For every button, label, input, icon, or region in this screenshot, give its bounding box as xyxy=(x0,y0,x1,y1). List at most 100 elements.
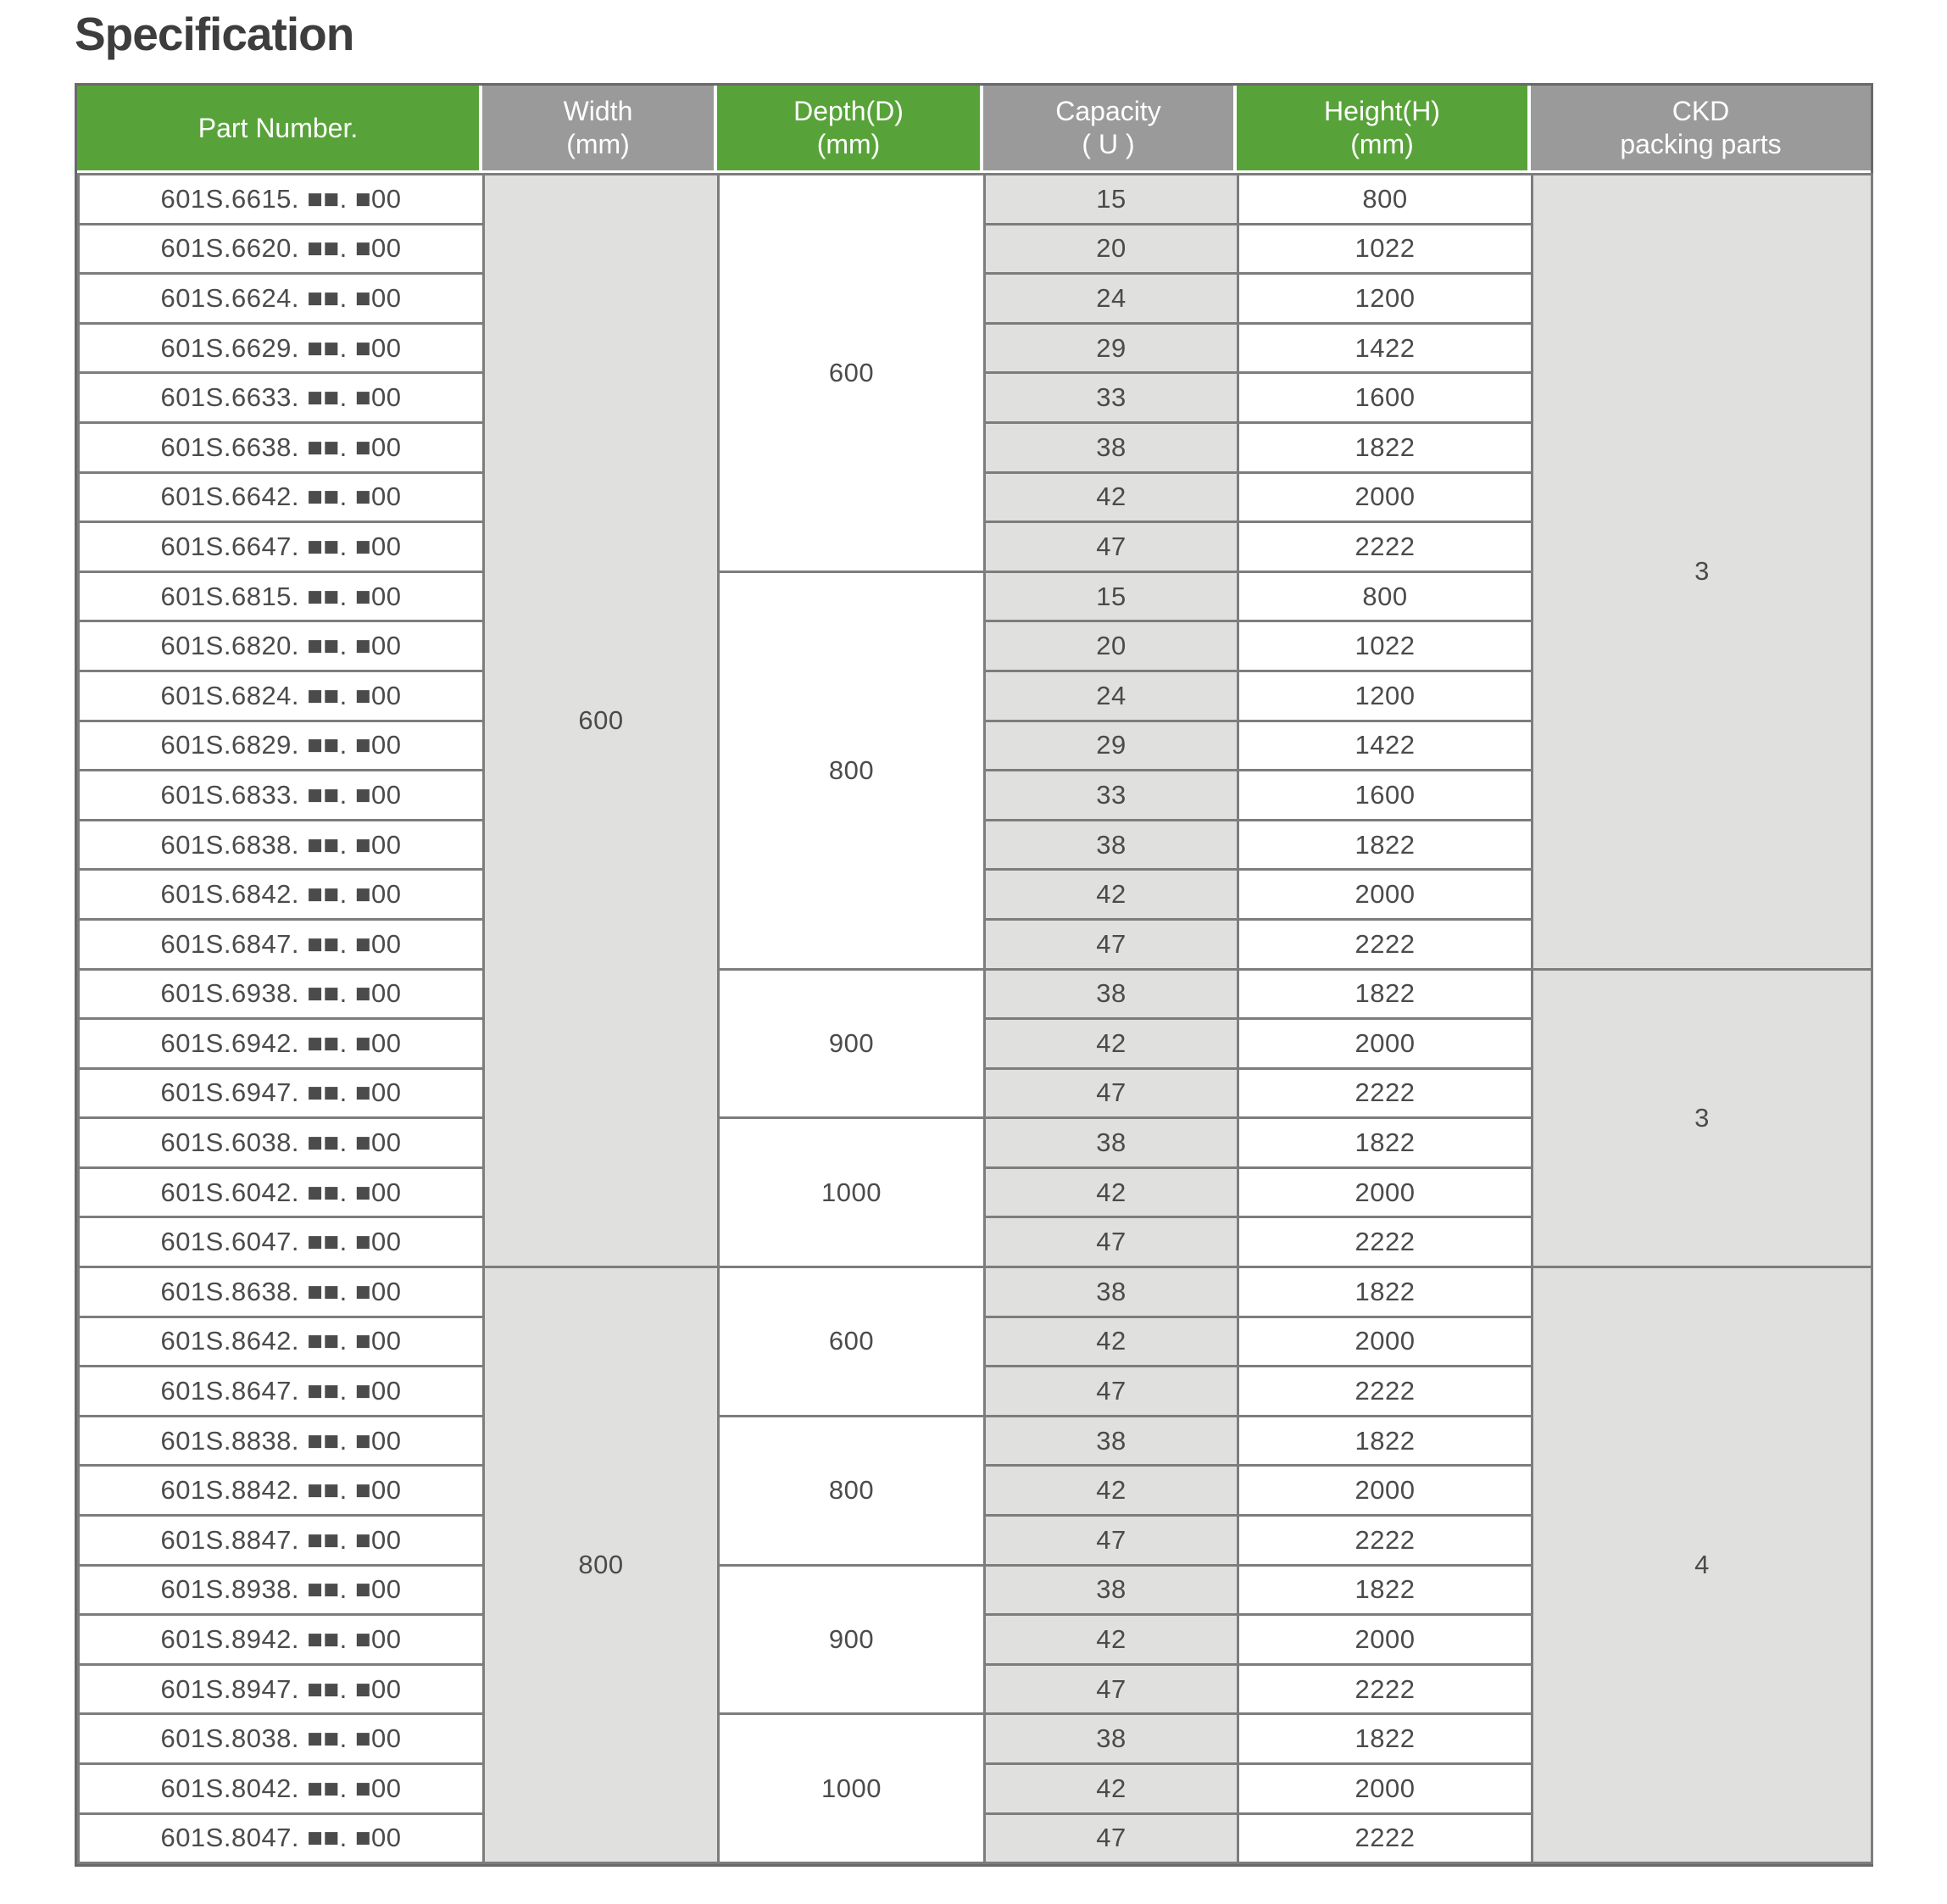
cell-ckd: 4 xyxy=(1531,1266,1873,1865)
cell-part-number: 601S.6942. ■■. ■00 xyxy=(77,1017,485,1070)
table-row: 601S.6824. ■■. ■00 24 1200 xyxy=(77,669,1872,722)
cell-height: 2222 xyxy=(1237,521,1533,573)
cell-part-number: 601S.8047. ■■. ■00 xyxy=(77,1812,485,1865)
cell-part-number: 601S.6624. ■■. ■00 xyxy=(77,272,485,325)
cell-height: 2222 xyxy=(1237,1365,1533,1417)
cell-capacity: 42 xyxy=(983,1762,1239,1815)
cell-capacity: 15 xyxy=(983,570,1239,623)
table-row: 601S.6638. ■■. ■00 38 1822 xyxy=(77,420,1872,474)
table-row: 601S.6647. ■■. ■00 47 2222 xyxy=(77,521,1872,573)
cell-part-number: 601S.6620. ■■. ■00 xyxy=(77,222,485,276)
header-cell-height: Height(H) (mm) xyxy=(1237,86,1531,170)
cell-height: 1600 xyxy=(1237,769,1533,821)
header-label: Depth(D) xyxy=(793,96,904,126)
cell-ckd: 3 xyxy=(1531,967,1873,1269)
cell-capacity: 33 xyxy=(983,371,1239,424)
cell-part-number: 601S.6833. ■■. ■00 xyxy=(77,769,485,821)
cell-height: 2000 xyxy=(1237,1017,1533,1070)
cell-capacity: 47 xyxy=(983,1812,1239,1865)
cell-height: 1422 xyxy=(1237,321,1533,375)
header-cell-depth: Depth(D) (mm) xyxy=(717,86,983,170)
table-row: 601S.6829. ■■. ■00 29 1422 xyxy=(77,719,1872,772)
cell-depth: 600 xyxy=(717,173,986,573)
cell-height: 2222 xyxy=(1237,917,1533,971)
cell-depth: 900 xyxy=(717,967,986,1120)
cell-capacity: 29 xyxy=(983,719,1239,772)
cell-depth: 1000 xyxy=(717,1116,986,1269)
cell-part-number: 601S.6842. ■■. ■00 xyxy=(77,868,485,921)
cell-height: 800 xyxy=(1237,173,1533,225)
cell-capacity: 33 xyxy=(983,769,1239,821)
table-row: 601S.8642. ■■. ■00 42 2000 xyxy=(77,1315,1872,1368)
table-row: 601S.8638. ■■. ■00 800 600 38 1822 4 xyxy=(77,1266,1873,1865)
cell-capacity: 20 xyxy=(983,222,1239,276)
cell-capacity: 42 xyxy=(983,1166,1239,1219)
table-row: 601S.8047. ■■. ■00 47 2222 xyxy=(77,1812,1872,1865)
cell-capacity: 42 xyxy=(983,868,1239,921)
cell-capacity: 47 xyxy=(983,521,1239,573)
cell-part-number: 601S.6638. ■■. ■00 xyxy=(77,420,485,474)
cell-part-number: 601S.6642. ■■. ■00 xyxy=(77,470,485,524)
cell-part-number: 601S.6042. ■■. ■00 xyxy=(77,1166,485,1219)
table-row: 601S.8842. ■■. ■00 42 2000 xyxy=(77,1464,1872,1517)
cell-height: 1022 xyxy=(1237,620,1533,672)
header-label: Capacity xyxy=(1055,96,1161,126)
cell-height: 2222 xyxy=(1237,1812,1533,1865)
table-row: 601S.6833. ■■. ■00 33 1600 xyxy=(77,769,1872,821)
cell-part-number: 601S.6829. ■■. ■00 xyxy=(77,719,485,772)
header-label: Part Number. xyxy=(197,112,359,143)
cell-width: 800 xyxy=(482,1266,720,1865)
cell-capacity: 42 xyxy=(983,1315,1239,1368)
cell-part-number: 601S.8042. ■■. ■00 xyxy=(77,1762,485,1815)
cell-part-number: 601S.6824. ■■. ■00 xyxy=(77,669,485,722)
header-sublabel: (mm) xyxy=(1350,129,1414,159)
cell-capacity: 38 xyxy=(983,967,1239,1021)
header-sublabel: (mm) xyxy=(816,129,881,159)
cell-height: 1822 xyxy=(1237,420,1533,474)
table-row: 601S.8038. ■■. ■00 1000 38 1822 xyxy=(77,1712,1872,1865)
cell-part-number: 601S.6847. ■■. ■00 xyxy=(77,917,485,971)
cell-capacity: 15 xyxy=(983,173,1239,225)
table-row: 601S.6942. ■■. ■00 42 2000 xyxy=(77,1017,1872,1070)
cell-part-number: 601S.8947. ■■. ■00 xyxy=(77,1662,485,1716)
table-row: 601S.6847. ■■. ■00 47 2222 xyxy=(77,917,1872,971)
cell-depth: 600 xyxy=(717,1266,986,1417)
cell-height: 1822 xyxy=(1237,1563,1533,1617)
table-row: 601S.6620. ■■. ■00 20 1022 xyxy=(77,222,1872,276)
cell-capacity: 42 xyxy=(983,470,1239,524)
cell-height: 1822 xyxy=(1237,1712,1533,1765)
table-row: 601S.6042. ■■. ■00 42 2000 xyxy=(77,1166,1872,1219)
cell-capacity: 38 xyxy=(983,1116,1239,1169)
cell-capacity: 20 xyxy=(983,620,1239,672)
cell-height: 1022 xyxy=(1237,222,1533,276)
cell-part-number: 601S.8942. ■■. ■00 xyxy=(77,1613,485,1666)
table-row: 601S.8042. ■■. ■00 42 2000 xyxy=(77,1762,1872,1815)
cell-capacity: 38 xyxy=(983,818,1239,871)
cell-height: 2222 xyxy=(1237,1066,1533,1120)
cell-depth: 800 xyxy=(717,570,986,971)
cell-ckd: 3 xyxy=(1531,173,1873,971)
cell-height: 1822 xyxy=(1237,1266,1533,1318)
cell-capacity: 38 xyxy=(983,1563,1239,1617)
cell-height: 2000 xyxy=(1237,868,1533,921)
table-header-row: Part Number. Width (mm) Depth(D) (mm) Ca… xyxy=(77,86,1871,170)
table-row: 601S.6815. ■■. ■00 800 15 800 xyxy=(77,570,1872,971)
cell-capacity: 47 xyxy=(983,1662,1239,1716)
cell-width: 600 xyxy=(482,172,720,1269)
table-row: 601S.8938. ■■. ■00 900 38 1822 xyxy=(77,1563,1872,1716)
header-label: CKD xyxy=(1672,96,1730,126)
specification-table: Part Number. Width (mm) Depth(D) (mm) Ca… xyxy=(75,83,1873,1868)
cell-height: 1822 xyxy=(1237,1414,1533,1467)
cell-height: 2222 xyxy=(1237,1662,1533,1716)
cell-height: 2000 xyxy=(1237,1166,1533,1219)
table-row: 601S.8838. ■■. ■00 800 38 1822 xyxy=(77,1414,1872,1567)
cell-capacity: 29 xyxy=(983,321,1239,375)
table-row: 601S.6838. ■■. ■00 38 1822 xyxy=(77,818,1872,871)
table-row: 601S.6947. ■■. ■00 47 2222 xyxy=(77,1066,1872,1120)
header-cell-capacity: Capacity ( U ) xyxy=(983,86,1237,170)
table-row: 601S.6629. ■■. ■00 29 1422 xyxy=(77,321,1872,375)
table-row: 601S.8847. ■■. ■00 47 2222 xyxy=(77,1514,1872,1567)
table-row: 601S.6842. ■■. ■00 42 2000 xyxy=(77,868,1872,921)
cell-part-number: 601S.8847. ■■. ■00 xyxy=(77,1514,485,1567)
cell-capacity: 47 xyxy=(983,917,1239,971)
